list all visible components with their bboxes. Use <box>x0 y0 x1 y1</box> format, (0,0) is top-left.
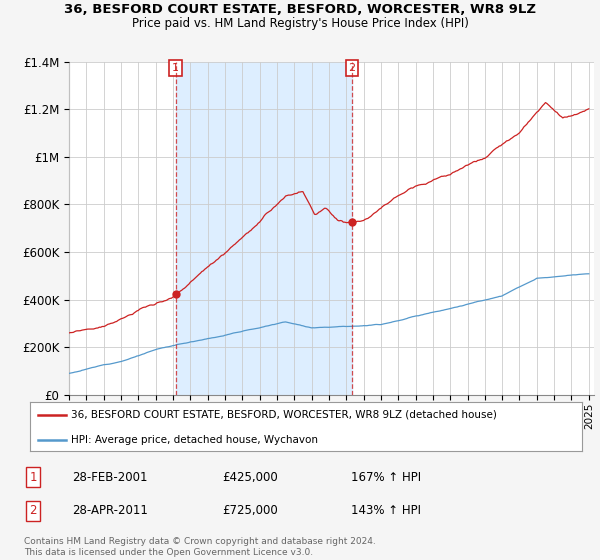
Text: 36, BESFORD COURT ESTATE, BESFORD, WORCESTER, WR8 9LZ (detached house): 36, BESFORD COURT ESTATE, BESFORD, WORCE… <box>71 410 497 420</box>
Text: £425,000: £425,000 <box>222 470 278 484</box>
Text: 1: 1 <box>172 63 179 73</box>
Text: Contains HM Land Registry data © Crown copyright and database right 2024.
This d: Contains HM Land Registry data © Crown c… <box>24 537 376 557</box>
Text: 167% ↑ HPI: 167% ↑ HPI <box>351 470 421 484</box>
Text: 143% ↑ HPI: 143% ↑ HPI <box>351 504 421 517</box>
Text: £725,000: £725,000 <box>222 504 278 517</box>
Text: 1: 1 <box>29 470 37 484</box>
Text: 36, BESFORD COURT ESTATE, BESFORD, WORCESTER, WR8 9LZ: 36, BESFORD COURT ESTATE, BESFORD, WORCE… <box>64 3 536 16</box>
Text: 2: 2 <box>349 63 356 73</box>
Text: 28-FEB-2001: 28-FEB-2001 <box>72 470 148 484</box>
Text: Price paid vs. HM Land Registry's House Price Index (HPI): Price paid vs. HM Land Registry's House … <box>131 17 469 30</box>
Text: 2: 2 <box>29 504 37 517</box>
Text: 28-APR-2011: 28-APR-2011 <box>72 504 148 517</box>
Bar <box>176 62 352 395</box>
Text: HPI: Average price, detached house, Wychavon: HPI: Average price, detached house, Wych… <box>71 435 319 445</box>
